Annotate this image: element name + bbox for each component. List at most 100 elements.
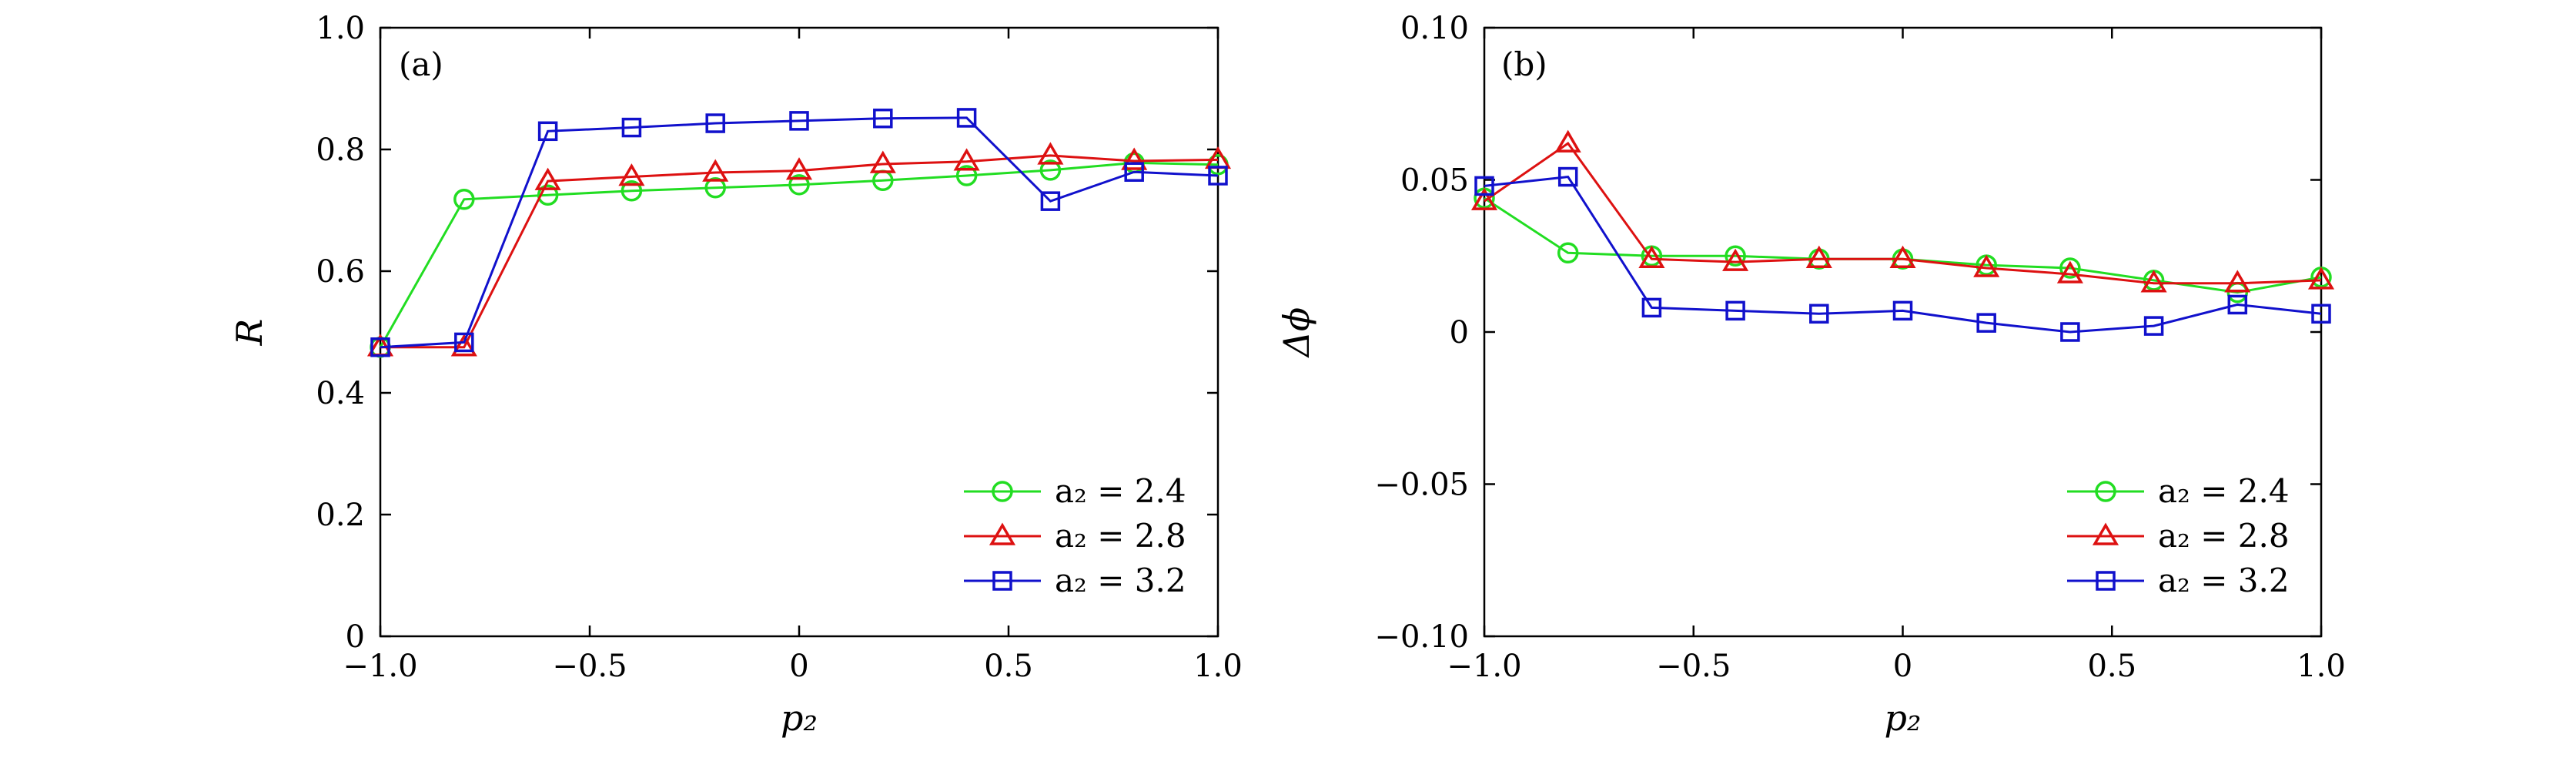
y-tick-label: −0.10 (1374, 619, 1469, 655)
data-point (450, 334, 477, 357)
legend-marker (992, 481, 1013, 502)
x-tick-label: 1.0 (1193, 649, 1243, 684)
legend-entry-label: a₂ = 3.2 (1055, 562, 1186, 599)
series-line (380, 116, 1219, 349)
data-point (789, 111, 809, 131)
series-0 (1474, 187, 2332, 304)
y-tick-label: 0.8 (316, 132, 365, 168)
data-point (953, 148, 980, 171)
x-tick-label: 1.0 (2297, 649, 2346, 684)
legend-marker (2092, 522, 2119, 545)
y-tick-label: 0.4 (316, 376, 365, 411)
y-axis-label: R (229, 319, 270, 347)
series-line (379, 161, 1219, 348)
x-tick-label: 0 (789, 649, 808, 684)
x-axis-label: p₂ (781, 697, 818, 739)
data-point (705, 113, 725, 133)
data-point (1638, 245, 1665, 268)
data-point (869, 150, 896, 173)
legend-entry-label: a₂ = 2.8 (2158, 517, 2290, 555)
data-point (955, 165, 978, 186)
panel-label: (b) (1501, 45, 1547, 83)
x-tick-label: 0 (1893, 649, 1912, 684)
data-point (370, 337, 390, 357)
y-tick-label: −0.05 (1374, 468, 1469, 503)
data-point (1809, 304, 1829, 324)
data-point (1039, 159, 1062, 181)
data-point (956, 108, 977, 128)
legend-marker (2095, 481, 2116, 502)
data-point (537, 184, 559, 206)
data-point (1725, 245, 1746, 267)
x-tick-label: −0.5 (552, 649, 627, 684)
x-tick-label: 0.5 (984, 649, 1033, 684)
x-tick-label: −0.5 (1656, 649, 1731, 684)
legend-entry-label: a₂ = 3.2 (2158, 562, 2290, 599)
data-point (1557, 242, 1579, 264)
data-point (702, 159, 729, 182)
data-point (1470, 187, 1498, 210)
legend-entry-label: a₂ = 2.4 (1055, 472, 1186, 510)
x-tick-label: −1.0 (1447, 649, 1521, 684)
data-point (1973, 254, 2000, 277)
data-point (1976, 313, 1996, 333)
data-point (1037, 142, 1064, 165)
data-point (1805, 245, 1832, 268)
panel-b: −1.0 −0.5 0 0.5 1.0 −0.10 −0.05 0 0.05 0.10 p₂ Δϕ (b… (1276, 11, 2346, 739)
y-tick-label: 0.10 (1400, 11, 1469, 46)
data-point (1722, 248, 1749, 271)
panel-label: (a) (399, 45, 443, 83)
legend-marker (992, 571, 1012, 591)
data-point (2140, 270, 2167, 293)
data-point (1208, 166, 1228, 186)
y-tick-label: 0 (1450, 315, 1469, 350)
x-tick-label: −1.0 (343, 649, 417, 684)
data-point (454, 332, 474, 353)
data-point (785, 157, 813, 180)
data-point (2311, 304, 2331, 324)
series-1 (366, 142, 1232, 357)
data-point (453, 189, 475, 210)
y-tick-label: 0.6 (316, 254, 365, 290)
legend-marker (2096, 571, 2116, 591)
data-point (1889, 245, 1916, 268)
data-point (534, 167, 561, 190)
data-point (2056, 260, 2083, 283)
data-point (873, 108, 893, 129)
data-point (2143, 316, 2164, 336)
y-tick-label: 0.05 (1400, 163, 1469, 199)
series-line (1484, 196, 2322, 294)
series-2 (1474, 166, 2331, 342)
legend-entry-label: a₂ = 2.4 (2158, 472, 2290, 510)
y-tick-label: 0 (346, 619, 365, 655)
data-point (1040, 191, 1061, 211)
legend: a₂ = 2.4 a₂ = 2.8 a₂ = 3.2 (2067, 472, 2290, 599)
legend: a₂ = 2.4 a₂ = 2.8 a₂ = 3.2 (964, 472, 1186, 599)
data-point (2224, 270, 2251, 293)
series-1 (1470, 129, 2335, 293)
series-line (380, 154, 1219, 349)
data-point (621, 179, 643, 202)
y-axis-label: Δϕ (1276, 307, 1317, 359)
data-point (788, 174, 810, 196)
y-tick-label: 0.2 (316, 498, 365, 533)
data-point (1554, 129, 1581, 153)
data-point (537, 121, 558, 142)
data-point (704, 177, 726, 199)
x-axis-label: p₂ (1885, 697, 1922, 739)
data-point (1725, 300, 1745, 321)
data-point (1474, 176, 1494, 196)
legend-marker (989, 522, 1016, 545)
data-point (2227, 294, 2248, 315)
x-tick-label: 0.5 (2087, 649, 2136, 684)
data-point (621, 117, 642, 138)
legend-entry-label: a₂ = 2.8 (1055, 517, 1186, 555)
data-point (2307, 267, 2335, 290)
data-point (1557, 166, 1578, 187)
data-point (1641, 297, 1662, 318)
data-point (1121, 147, 1148, 170)
y-tick-label: 1.0 (316, 11, 365, 46)
data-point (1892, 300, 1913, 321)
data-point (2059, 257, 2081, 279)
